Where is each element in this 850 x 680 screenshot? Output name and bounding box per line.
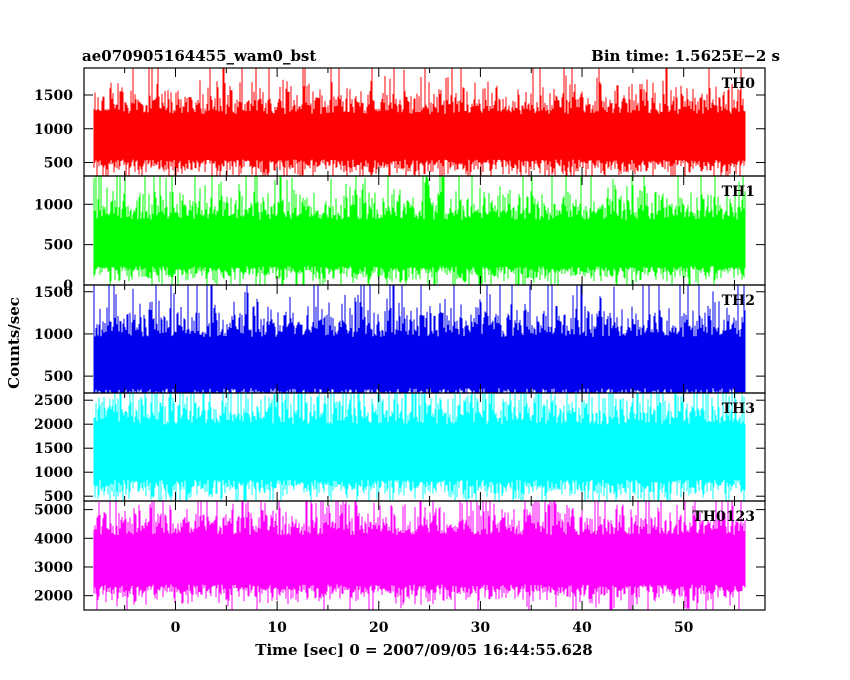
panel-th0123: 2000 3000 4000 5000 TH0123 [34,500,766,611]
panels-group: 50010001500TH005001000TH150010001500TH25… [34,67,766,611]
y-tick-label: 1500 [34,285,73,301]
panel-th3: 500 1000 1500 2000 2500 TH3 [34,392,766,505]
panel-label-th3: TH3 [722,401,755,417]
x-tick-label: 40 [572,620,592,636]
chart-title-left: ae070905164455_wam0_bst [82,47,316,65]
chart-title-right: Bin time: 1.5625E−2 s [591,47,780,65]
y-tick-label: 500 [44,156,73,172]
y-tick-label: 1000 [34,122,73,138]
y-tick-label: 2000 [34,589,73,605]
series-th0123-trace [93,501,746,610]
x-tick-label: 0 [171,620,181,636]
series-th1-trace [93,176,746,285]
series-th0-trace [93,68,746,176]
panel-label-th0: TH0 [722,76,756,92]
panel-th2: 500 1000 1500 TH2 [34,284,766,394]
x-tick-label: 10 [267,620,287,636]
y-tick-label: 5000 [34,503,73,519]
panel-label-th0123: TH0123 [692,509,755,525]
x-tick-label: 30 [471,620,491,636]
y-axis-label: Counts/sec [5,297,23,389]
x-tick-label: 20 [369,620,389,636]
y-tick-label: 500 [44,489,73,505]
panel-frame [83,500,766,611]
panel-th1: 0 500 1000 TH1 [34,175,766,294]
y-tick-label: 3000 [34,560,73,576]
panel-label-th2: TH2 [722,293,755,309]
series-th3-trace [93,393,746,501]
y-tick-label: 1000 [34,465,73,481]
y-tick-label: 2500 [34,393,73,409]
y-tick-label: 500 [44,369,73,385]
panel-label-th1: TH1 [722,184,755,200]
y-tick-label: 1000 [34,327,73,343]
x-axis-label: Time [sec] 0 = 2007/09/05 16:44:55.628 [255,641,592,659]
panel-th0: 500 1000 1500 TH0 [34,67,766,177]
y-tick-label: 2000 [34,417,73,433]
y-tick-label: 1500 [34,88,73,104]
x-tick-labels: 0 10 20 30 40 50 [171,620,694,636]
y-tick-label: 500 [44,238,73,254]
y-tick-label: 1500 [34,441,73,457]
y-tick-label: 4000 [34,531,73,547]
y-tick-label: 1000 [34,197,73,213]
x-tick-label: 50 [674,620,694,636]
series-th2-trace [93,285,746,393]
y-tick-label: 0 [63,278,73,294]
